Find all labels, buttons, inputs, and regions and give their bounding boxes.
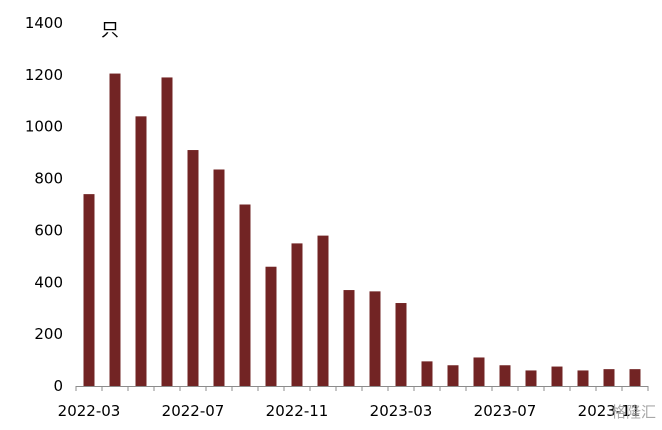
bar xyxy=(187,150,199,386)
bars xyxy=(83,73,641,386)
bar xyxy=(369,291,381,386)
bar xyxy=(525,370,537,386)
bar xyxy=(109,73,121,386)
y-tick-label: 1400 xyxy=(25,14,63,32)
bar xyxy=(135,116,147,386)
bar xyxy=(161,77,173,386)
y-axis: 0 200 400 600 800 1000 1200 1400 xyxy=(25,14,63,395)
x-tick-label: 2023-11 xyxy=(578,402,641,420)
x-tick-label: 2022-11 xyxy=(266,402,329,420)
y-tick-label: 1200 xyxy=(25,66,63,84)
y-tick-label: 0 xyxy=(53,377,63,395)
bar xyxy=(421,361,433,386)
watermark-logo: 格隆汇 xyxy=(611,401,656,422)
bar xyxy=(395,303,407,386)
x-tick-label: 2023-07 xyxy=(474,402,537,420)
bar xyxy=(291,243,303,386)
y-tick-label: 400 xyxy=(34,273,63,291)
bar xyxy=(447,365,459,386)
bar xyxy=(213,169,225,386)
y-tick-label: 1000 xyxy=(25,118,63,136)
bar xyxy=(499,365,511,386)
bar xyxy=(603,369,615,386)
bar xyxy=(629,369,641,386)
bar xyxy=(239,204,251,386)
y-tick-label: 200 xyxy=(34,325,63,343)
y-tick-label: 600 xyxy=(34,221,63,239)
watermark-text: 格隆汇 xyxy=(610,403,656,421)
bar xyxy=(265,266,277,386)
x-tick-label: 2022-03 xyxy=(58,402,121,420)
x-tick-label: 2023-03 xyxy=(370,402,433,420)
bar xyxy=(577,370,589,386)
bar xyxy=(343,290,355,386)
bar xyxy=(83,194,95,386)
y-unit-label: 只 xyxy=(101,20,119,41)
bar xyxy=(551,366,563,386)
y-tick-label: 800 xyxy=(34,170,63,188)
x-axis: 2022-03 2022-07 2022-11 2023-03 2023-07 2023-… xyxy=(58,386,649,420)
bar xyxy=(473,357,485,386)
x-tick-label: 2022-07 xyxy=(162,402,225,420)
bar xyxy=(317,235,329,386)
